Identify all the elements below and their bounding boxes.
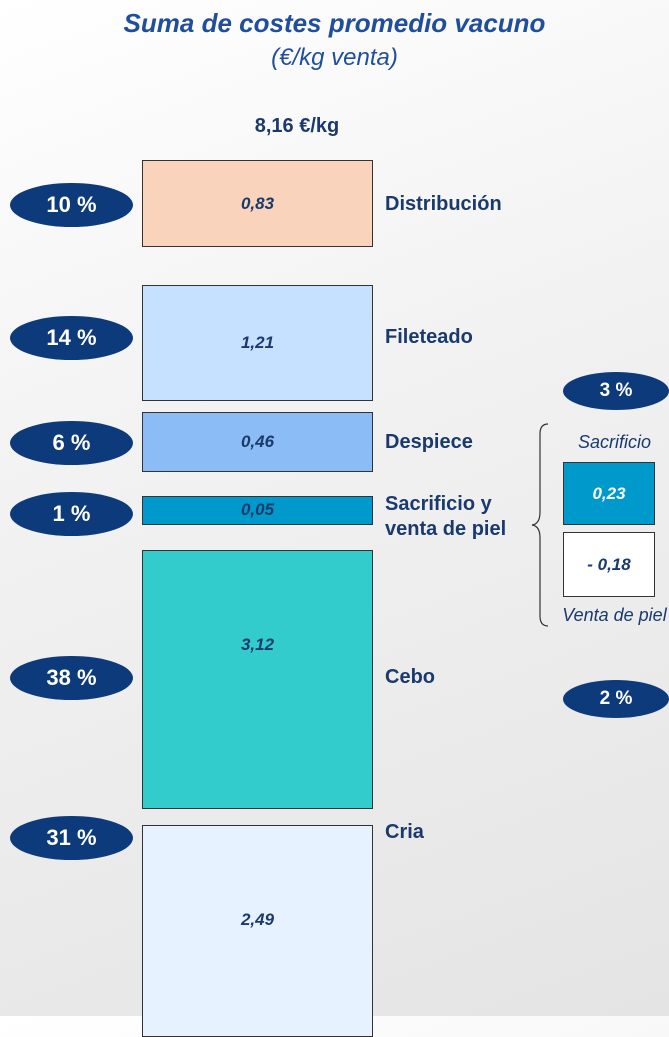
value-label: 3,12	[240, 635, 275, 654]
bar	[142, 825, 373, 1037]
value-label: 1,21	[240, 332, 275, 352]
breakdown-box: - 0,18	[563, 532, 655, 597]
breakdown-label: Venta de piel	[562, 605, 667, 625]
bar	[142, 412, 373, 472]
subtitle: (€/kg venta)	[271, 44, 398, 71]
category-label: Fileteado	[385, 326, 473, 348]
category-label: Cria	[385, 821, 424, 843]
value-label: 0,05	[240, 500, 275, 520]
brace	[531, 423, 549, 627]
category-label: Despiece	[385, 431, 473, 453]
share-badge: 3 %	[563, 372, 669, 410]
category-label: Sacrificio y venta de piel	[385, 493, 507, 540]
value-label: 0,46	[240, 431, 275, 451]
bar	[142, 285, 373, 401]
total-label: 8,16 €/kg	[254, 115, 340, 137]
share-badge: 6 %	[10, 421, 133, 465]
bar	[142, 550, 373, 809]
share-badge: 1 %	[10, 492, 133, 536]
share-badge: 14 %	[10, 316, 133, 360]
category-label: Cebo	[385, 666, 435, 688]
breakdown-label: Sacrificio	[577, 432, 652, 452]
share-badge: 31 %	[10, 816, 133, 860]
share-badge: 10 %	[10, 183, 133, 227]
bar	[142, 496, 373, 525]
share-badge: 2 %	[563, 680, 669, 718]
breakdown-box: 0,23	[563, 462, 655, 525]
title: Suma de costes promedio vacuno	[123, 8, 546, 38]
value-label: 0,83	[240, 193, 275, 213]
category-label: Distribución	[385, 193, 502, 215]
value-label: 2,49	[240, 910, 275, 929]
share-badge: 38 %	[10, 656, 133, 700]
bar	[142, 160, 373, 248]
